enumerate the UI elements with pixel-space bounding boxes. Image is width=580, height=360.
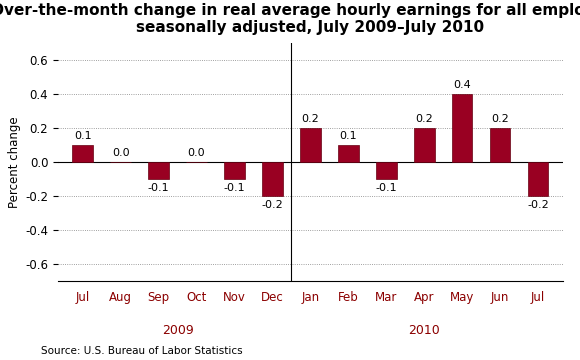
Bar (376, 162, 397, 179)
Text: 2010: 2010 (408, 324, 440, 337)
Title: Over-the-month change in real average hourly earnings for all employees,
seasona: Over-the-month change in real average ho… (0, 3, 580, 35)
Text: -0.2: -0.2 (527, 200, 549, 210)
Bar (527, 162, 548, 196)
Bar (224, 162, 245, 179)
Text: 0.4: 0.4 (453, 80, 471, 90)
Bar (262, 162, 283, 196)
Bar (72, 145, 93, 162)
Text: 2009: 2009 (162, 324, 193, 337)
Text: -0.1: -0.1 (375, 183, 397, 193)
Bar (338, 145, 358, 162)
Bar (490, 128, 510, 162)
Text: -0.2: -0.2 (262, 200, 283, 210)
Text: 0.1: 0.1 (339, 131, 357, 141)
Bar (300, 128, 321, 162)
Text: 0.0: 0.0 (112, 148, 129, 158)
Text: 0.2: 0.2 (415, 114, 433, 124)
Text: 0.2: 0.2 (491, 114, 509, 124)
Text: 0.0: 0.0 (188, 148, 205, 158)
Text: Source: U.S. Bureau of Labor Statistics: Source: U.S. Bureau of Labor Statistics (41, 346, 242, 356)
Text: -0.1: -0.1 (224, 183, 245, 193)
Bar (452, 94, 473, 162)
Text: 0.2: 0.2 (302, 114, 319, 124)
Text: -0.1: -0.1 (148, 183, 169, 193)
Text: 0.1: 0.1 (74, 131, 92, 141)
Bar (148, 162, 169, 179)
Bar (414, 128, 434, 162)
Y-axis label: Percent change: Percent change (8, 116, 21, 208)
